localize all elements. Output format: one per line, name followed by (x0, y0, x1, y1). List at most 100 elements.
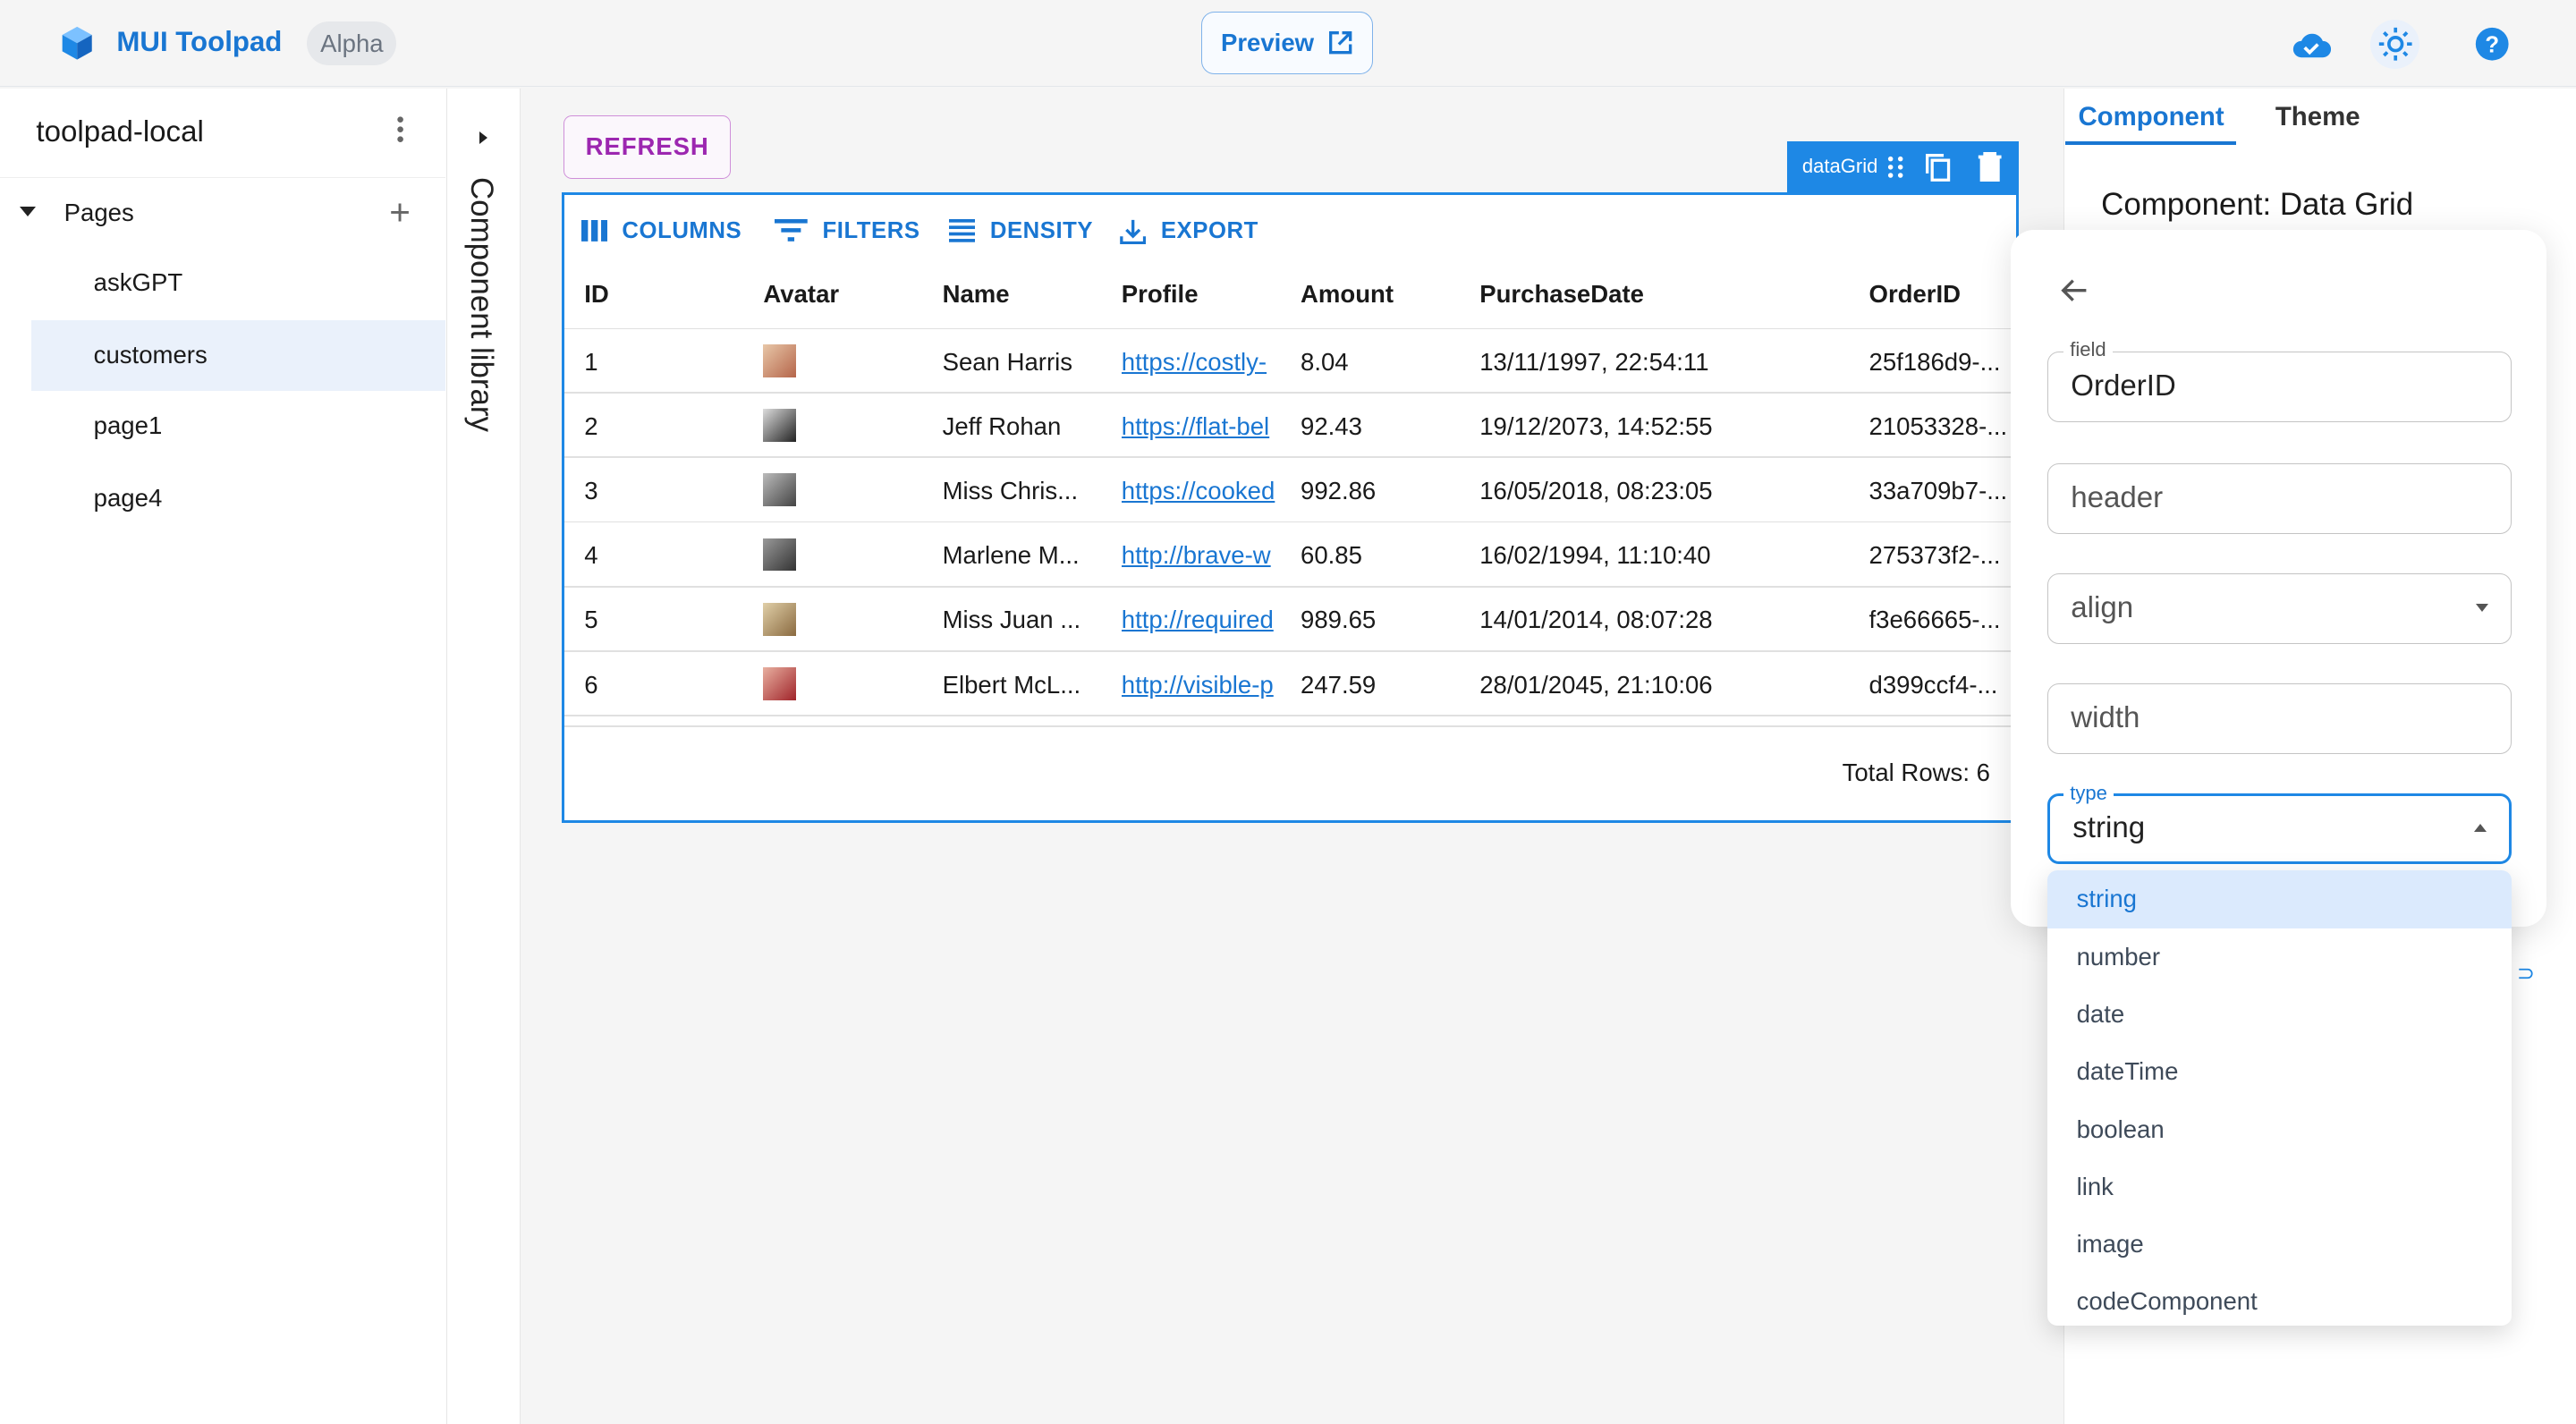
avatar-image (763, 602, 797, 636)
row-divider (564, 650, 2017, 652)
refresh-button[interactable]: REFRESH (563, 114, 732, 180)
cell-amount: 247.59 (1301, 670, 1377, 699)
preview-button[interactable]: Preview (1200, 11, 1374, 74)
add-page-icon[interactable]: + (389, 191, 411, 233)
avatar-image (763, 409, 797, 442)
row-divider (564, 715, 2017, 717)
export-button[interactable]: EXPORT (1120, 218, 1258, 244)
drag-handle-icon[interactable] (1887, 156, 1903, 179)
page-item-page4[interactable]: page4 (93, 483, 163, 512)
avatar-image (763, 473, 797, 507)
view-column-icon (580, 220, 607, 242)
avatar-image (763, 666, 797, 700)
type-option-number[interactable]: number (2076, 942, 2161, 971)
type-value: string (2072, 811, 2146, 845)
column-header-avatar[interactable]: Avatar (763, 280, 840, 309)
component-library-strip[interactable] (446, 89, 521, 1424)
cell-purchase-date: 16/02/1994, 11:10:40 (1479, 541, 1711, 570)
cell-id: 5 (584, 606, 598, 634)
page-item-customers[interactable]: customers (30, 320, 445, 392)
page-item-askgpt[interactable]: askGPT (93, 268, 183, 297)
type-option-datetime[interactable]: dateTime (2076, 1057, 2179, 1086)
cell-order-id: 33a709b7-... (1868, 477, 2008, 505)
cell-purchase-date: 16/05/2018, 08:23:05 (1479, 477, 1713, 505)
row-divider (564, 585, 2017, 588)
column-header-name[interactable]: Name (942, 280, 1010, 309)
expand-pages-icon[interactable] (20, 207, 37, 217)
light-mode-icon[interactable] (2370, 20, 2420, 70)
filters-button[interactable]: FILTERS (775, 218, 919, 244)
cell-name: Miss Juan ... (942, 606, 1081, 634)
export-label: EXPORT (1160, 217, 1258, 243)
brand-name: MUI Toolpad (116, 26, 283, 58)
cell-name: Jeff Rohan (942, 411, 1062, 440)
back-arrow-icon[interactable] (2060, 277, 2088, 303)
dropdown-arrow-up-icon (2473, 824, 2487, 833)
open-in-new-icon (1328, 31, 1352, 55)
tab-theme[interactable]: Theme (2275, 101, 2360, 131)
cell-name: Sean Harris (942, 347, 1073, 376)
cell-order-id: 275373f2-... (1868, 541, 2001, 570)
component-library-label[interactable]: Component library (463, 177, 499, 433)
type-option-boolean[interactable]: boolean (2076, 1115, 2165, 1143)
cell-amount: 8.04 (1301, 347, 1349, 376)
cell-id: 4 (584, 541, 598, 570)
cell-order-id: d399ccf4-... (1868, 670, 1998, 699)
filter-list-icon (775, 219, 808, 242)
cell-amount: 989.65 (1301, 606, 1377, 634)
cloud-done-icon[interactable] (2287, 20, 2336, 69)
cell-profile-link[interactable]: http://brave-w (1121, 541, 1271, 570)
cell-name: Marlene M... (942, 541, 1080, 570)
footer-divider (564, 725, 2017, 727)
cell-order-id: 25f186d9-... (1868, 347, 2001, 376)
column-header-id[interactable]: ID (584, 280, 609, 309)
type-option-link[interactable]: link (2076, 1172, 2114, 1200)
expand-library-icon[interactable] (479, 131, 488, 144)
column-header-profile[interactable]: Profile (1121, 280, 1199, 309)
column-header-orderid[interactable]: OrderID (1868, 280, 1962, 309)
cell-amount: 992.86 (1301, 477, 1377, 505)
cell-profile-link[interactable]: https://flat-bel (1121, 411, 1270, 440)
type-select[interactable]: string (2046, 793, 2512, 865)
density-label: DENSITY (989, 217, 1094, 243)
duplicate-icon[interactable] (1924, 152, 1953, 182)
active-tab-indicator (2064, 140, 2236, 145)
page-item-page1[interactable]: page1 (93, 411, 163, 440)
columns-label: COLUMNS (622, 217, 742, 243)
column-header-amount[interactable]: Amount (1301, 280, 1394, 309)
data-grid: COLUMNS FILTERS DENSITY EXPORT ID Avatar N… (562, 191, 2020, 824)
pages-divider (0, 177, 445, 178)
width-input[interactable]: width (2046, 683, 2512, 755)
field-input[interactable]: OrderID (2046, 352, 2512, 423)
cell-purchase-date: 19/12/2073, 14:52:55 (1479, 411, 1713, 440)
cell-profile-link[interactable]: https://cooked (1121, 477, 1275, 505)
cell-profile-link[interactable]: https://costly- (1121, 347, 1267, 376)
columns-button[interactable]: COLUMNS (580, 217, 742, 244)
type-option-string[interactable]: string (2046, 870, 2512, 928)
type-label: type (2063, 782, 2114, 806)
cell-profile-link[interactable]: http://required (1121, 606, 1274, 634)
svg-text:?: ? (2485, 33, 2499, 58)
type-option-image[interactable]: image (2076, 1230, 2144, 1259)
align-select[interactable]: align (2046, 573, 2512, 644)
type-option-codecomponent[interactable]: codeComponent (2076, 1287, 2258, 1316)
more-vert-icon[interactable] (396, 116, 403, 149)
header-input[interactable]: header (2046, 462, 2512, 534)
column-header-purchasedate[interactable]: PurchaseDate (1479, 280, 1644, 309)
row-divider (564, 456, 2017, 459)
cell-profile-link[interactable]: http://visible-p (1121, 670, 1274, 699)
hidden-icon: ⊃ (2516, 962, 2535, 987)
total-rows: Total Rows: 6 (1842, 758, 1990, 786)
field-label: field (2063, 338, 2114, 362)
dropdown-arrow-icon (2475, 604, 2488, 612)
pages-sidebar (0, 89, 447, 1424)
delete-icon[interactable] (1977, 151, 2003, 182)
help-icon[interactable]: ? (2468, 20, 2517, 69)
cell-id: 2 (584, 411, 598, 440)
row-divider (564, 521, 2017, 523)
type-option-date[interactable]: date (2076, 1000, 2125, 1029)
component-title: Component: Data Grid (2101, 187, 2414, 223)
density-button[interactable]: DENSITY (948, 217, 1094, 244)
tab-component[interactable]: Component (2078, 101, 2224, 131)
